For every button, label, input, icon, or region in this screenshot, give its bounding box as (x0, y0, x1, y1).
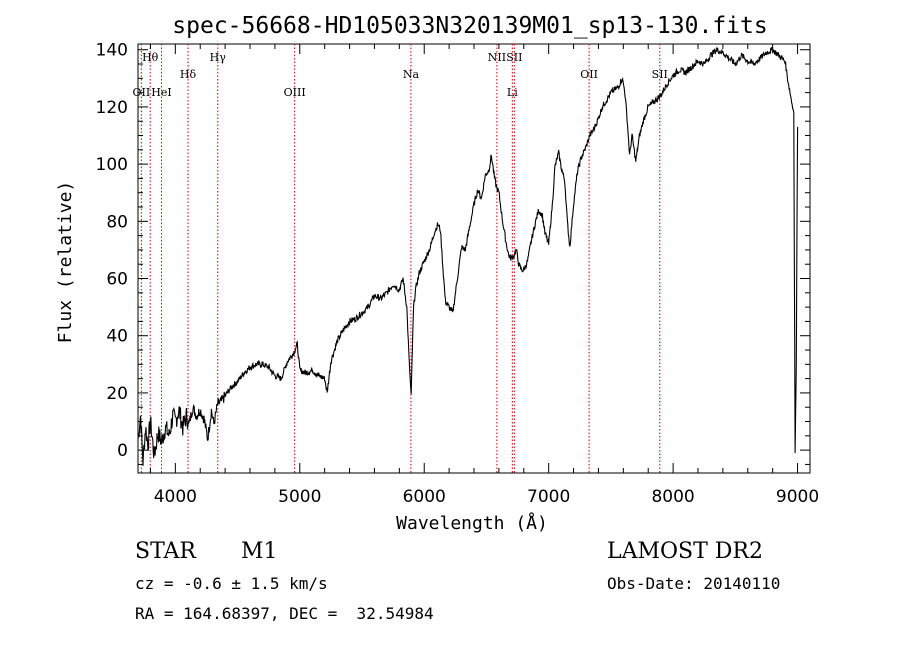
y-tick-label-20: 20 (106, 384, 128, 404)
coordinates: RA = 164.68397, DEC = 32.54984 (135, 604, 434, 623)
y-tick-label-80: 80 (106, 212, 128, 232)
line-label-0: Hθ (142, 51, 159, 64)
y-tick-label-100: 100 (96, 155, 128, 175)
x-tick-label-8000: 8000 (651, 487, 694, 507)
x-axis-label: Wavelength (Å) (396, 512, 548, 534)
line-label-7: NII (488, 51, 506, 64)
x-tick-label-6000: 6000 (403, 487, 446, 507)
redshift-readout: cz = -0.6 ± 1.5 km/s (135, 574, 328, 593)
y-tick-label-120: 120 (96, 98, 128, 118)
x-axis-ticks: 4000 5000 6000 7000 8000 9000 (149, 44, 819, 507)
line-label-8: SII (506, 51, 522, 64)
y-tick-label-140: 140 (96, 41, 128, 61)
y-axis-ticks: 0 20 40 60 80 100 120 140 (96, 41, 810, 465)
line-label-5: OIII (284, 86, 306, 99)
plot-frame (137, 43, 811, 474)
object-class: STAR (135, 539, 196, 564)
x-tick-label-7000: 7000 (527, 487, 570, 507)
line-label-6: Na (403, 68, 420, 81)
line-label-10: OII (580, 68, 598, 81)
line-label-2: HeI (151, 86, 171, 99)
line-label-4: Hγ (210, 51, 227, 64)
spectrum-line (137, 46, 799, 466)
y-axis-label: Flux (relative) (55, 181, 76, 344)
line-label-3: Hδ (180, 68, 197, 81)
line-label-11: SII (652, 68, 668, 81)
x-tick-label-4000: 4000 (154, 487, 197, 507)
chart-title: spec-56668-HD105033N320139M01_sp13-130.f… (172, 13, 767, 39)
y-tick-label-40: 40 (106, 327, 128, 347)
obs-date: Obs-Date: 20140110 (607, 574, 781, 593)
line-label-9: Li (507, 86, 518, 99)
spectral-line-markers (140, 44, 661, 473)
y-tick-label-0: 0 (117, 441, 128, 461)
x-tick-label-9000: 9000 (776, 487, 819, 507)
y-tick-label-60: 60 (106, 270, 128, 290)
x-tick-label-5000: 5000 (278, 487, 321, 507)
survey-name: LAMOST DR2 (607, 539, 763, 564)
object-subclass: M1 (241, 539, 278, 564)
